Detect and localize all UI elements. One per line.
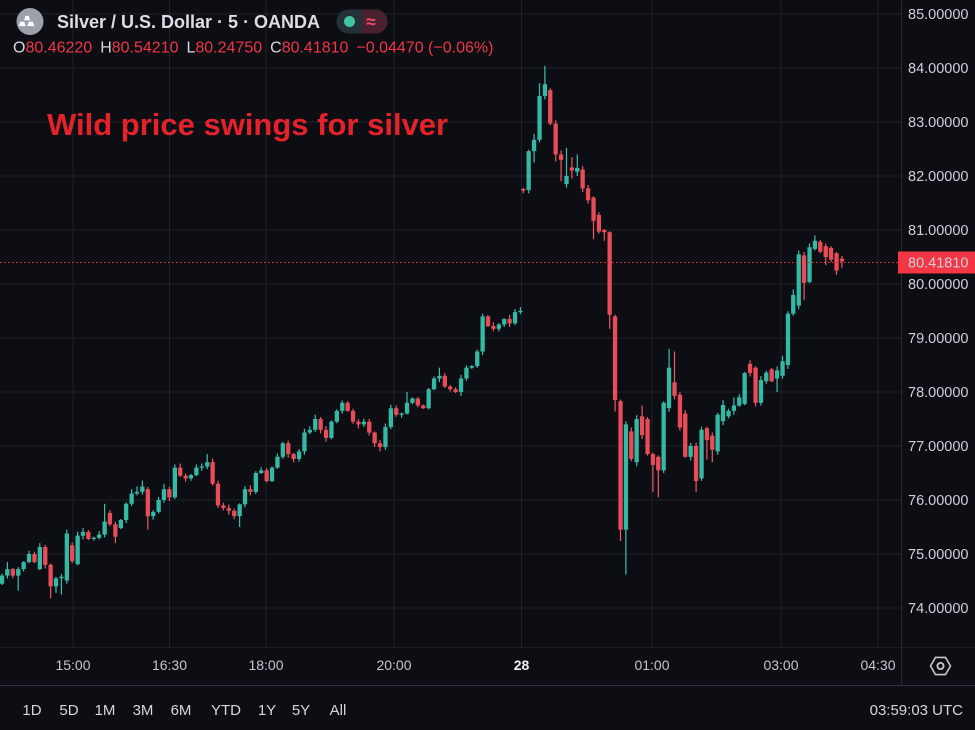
svg-text:28: 28 bbox=[514, 657, 530, 673]
svg-text:03:59:03 UTC: 03:59:03 UTC bbox=[870, 702, 964, 719]
svg-text:80.00000: 80.00000 bbox=[908, 277, 968, 293]
svg-text:76.00000: 76.00000 bbox=[908, 493, 968, 509]
svg-text:1Y: 1Y bbox=[258, 702, 276, 719]
svg-text:YTD: YTD bbox=[211, 702, 241, 719]
svg-text:All: All bbox=[330, 702, 347, 719]
svg-text:74.00000: 74.00000 bbox=[908, 601, 968, 617]
svg-text:20:00: 20:00 bbox=[376, 657, 411, 673]
svg-text:82.00000: 82.00000 bbox=[908, 169, 968, 185]
svg-text:1D: 1D bbox=[22, 702, 41, 719]
svg-text:6M: 6M bbox=[171, 702, 192, 719]
svg-text:84.00000: 84.00000 bbox=[908, 61, 968, 77]
svg-text:3M: 3M bbox=[133, 702, 154, 719]
svg-text:81.00000: 81.00000 bbox=[908, 223, 968, 239]
svg-text:79.00000: 79.00000 bbox=[908, 331, 968, 347]
svg-text:78.00000: 78.00000 bbox=[908, 385, 968, 401]
svg-text:15:00: 15:00 bbox=[55, 657, 90, 673]
svg-text:04:30: 04:30 bbox=[860, 657, 895, 673]
svg-text:03:00: 03:00 bbox=[763, 657, 798, 673]
svg-text:18:00: 18:00 bbox=[248, 657, 283, 673]
svg-text:77.00000: 77.00000 bbox=[908, 439, 968, 455]
svg-text:5Y: 5Y bbox=[292, 702, 310, 719]
svg-text:16:30: 16:30 bbox=[152, 657, 187, 673]
svg-text:80.41810: 80.41810 bbox=[908, 256, 968, 272]
svg-text:1M: 1M bbox=[95, 702, 116, 719]
svg-text:Silver / U.S. Dollar · 5 · OAN: Silver / U.S. Dollar · 5 · OANDA bbox=[57, 12, 320, 32]
svg-text:5D: 5D bbox=[59, 702, 78, 719]
svg-text:83.00000: 83.00000 bbox=[908, 115, 968, 131]
svg-text:≈: ≈ bbox=[366, 12, 376, 32]
svg-text:O80.46220 H80.54210 L80.24750: O80.46220 H80.54210 L80.24750 C80.41810 … bbox=[13, 40, 493, 57]
svg-text:01:00: 01:00 bbox=[634, 657, 669, 673]
svg-text:75.00000: 75.00000 bbox=[908, 547, 968, 563]
svg-text:85.00000: 85.00000 bbox=[908, 7, 968, 23]
